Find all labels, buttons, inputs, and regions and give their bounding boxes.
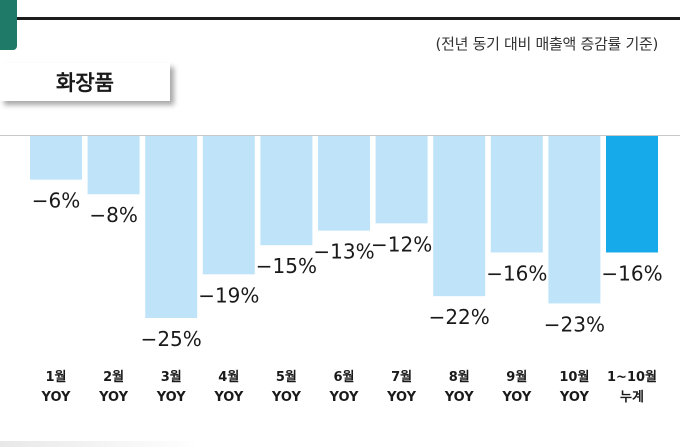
x-tick-label-5-line-1: 5월 (276, 369, 297, 385)
x-tick-label-9-line-2: YOY (501, 390, 532, 405)
bar-month-2 (87, 136, 140, 195)
category-label: 화장품 (56, 71, 114, 95)
category-label-box: 화장품 (0, 63, 170, 101)
bar-month-5 (260, 136, 313, 246)
x-tick-label-1-line-2: YOY (41, 390, 72, 405)
x-tick-label-11-line-1: 1~10월 (607, 369, 657, 385)
bar-month-6 (318, 136, 370, 231)
data-label-3: −25% (141, 327, 202, 351)
x-tick-label-2-line-2: YOY (98, 390, 129, 405)
bar-cumulative (606, 136, 658, 253)
x-tick-label-10-line-2: YOY (559, 390, 590, 405)
data-label-4: −19% (198, 283, 259, 307)
data-label-7: −12% (371, 232, 432, 256)
corner-accent-tab (0, 0, 17, 50)
x-tick-label-11-line-2: 누계 (620, 390, 644, 405)
x-tick-label-1-line-1: 1월 (45, 369, 66, 385)
bar-month-8 (433, 136, 486, 297)
data-label-9: −16% (486, 261, 547, 285)
x-tick-label-6-line-1: 6월 (333, 369, 354, 385)
x-tick-label-7-line-2: YOY (386, 390, 417, 405)
bottom-decoration (0, 441, 200, 447)
x-tick-label-2-line-1: 2월 (103, 369, 124, 385)
x-tick-label-8-line-1: 8월 (449, 369, 470, 385)
x-tick-label-9-line-1: 9월 (506, 369, 527, 385)
x-tick-label-7-line-1: 7월 (391, 369, 412, 385)
x-tick-label-5-line-2: YOY (271, 390, 302, 405)
data-label-10: −23% (544, 312, 605, 336)
data-label-11: −16% (601, 261, 662, 285)
x-tick-label-3-line-2: YOY (156, 390, 187, 405)
x-tick-label-6-line-2: YOY (329, 390, 360, 405)
x-tick-label-4-line-1: 4월 (218, 369, 239, 385)
x-tick-label-10-line-1: 10월 (559, 369, 589, 385)
data-label-1: −6% (32, 189, 81, 213)
bar-month-10 (548, 136, 601, 304)
data-label-5: −15% (256, 254, 317, 278)
header-rule (17, 17, 680, 20)
bar-month-7 (375, 136, 428, 224)
x-tick-label-8-line-2: YOY (444, 390, 475, 405)
x-tick-label-3-line-1: 3월 (161, 369, 182, 385)
data-label-2: −8% (89, 203, 138, 227)
bar-month-9 (490, 136, 543, 253)
zero-baseline (0, 135, 680, 136)
basis-note: (전년 동기 대비 매출액 증감률 기준) (435, 35, 659, 53)
bar-month-1 (30, 136, 82, 180)
x-tick-label-4-line-2: YOY (213, 390, 244, 405)
bar-month-4 (202, 136, 255, 275)
data-label-8: −22% (429, 305, 490, 329)
data-label-6: −13% (313, 240, 374, 264)
bar-month-3 (145, 136, 198, 318)
